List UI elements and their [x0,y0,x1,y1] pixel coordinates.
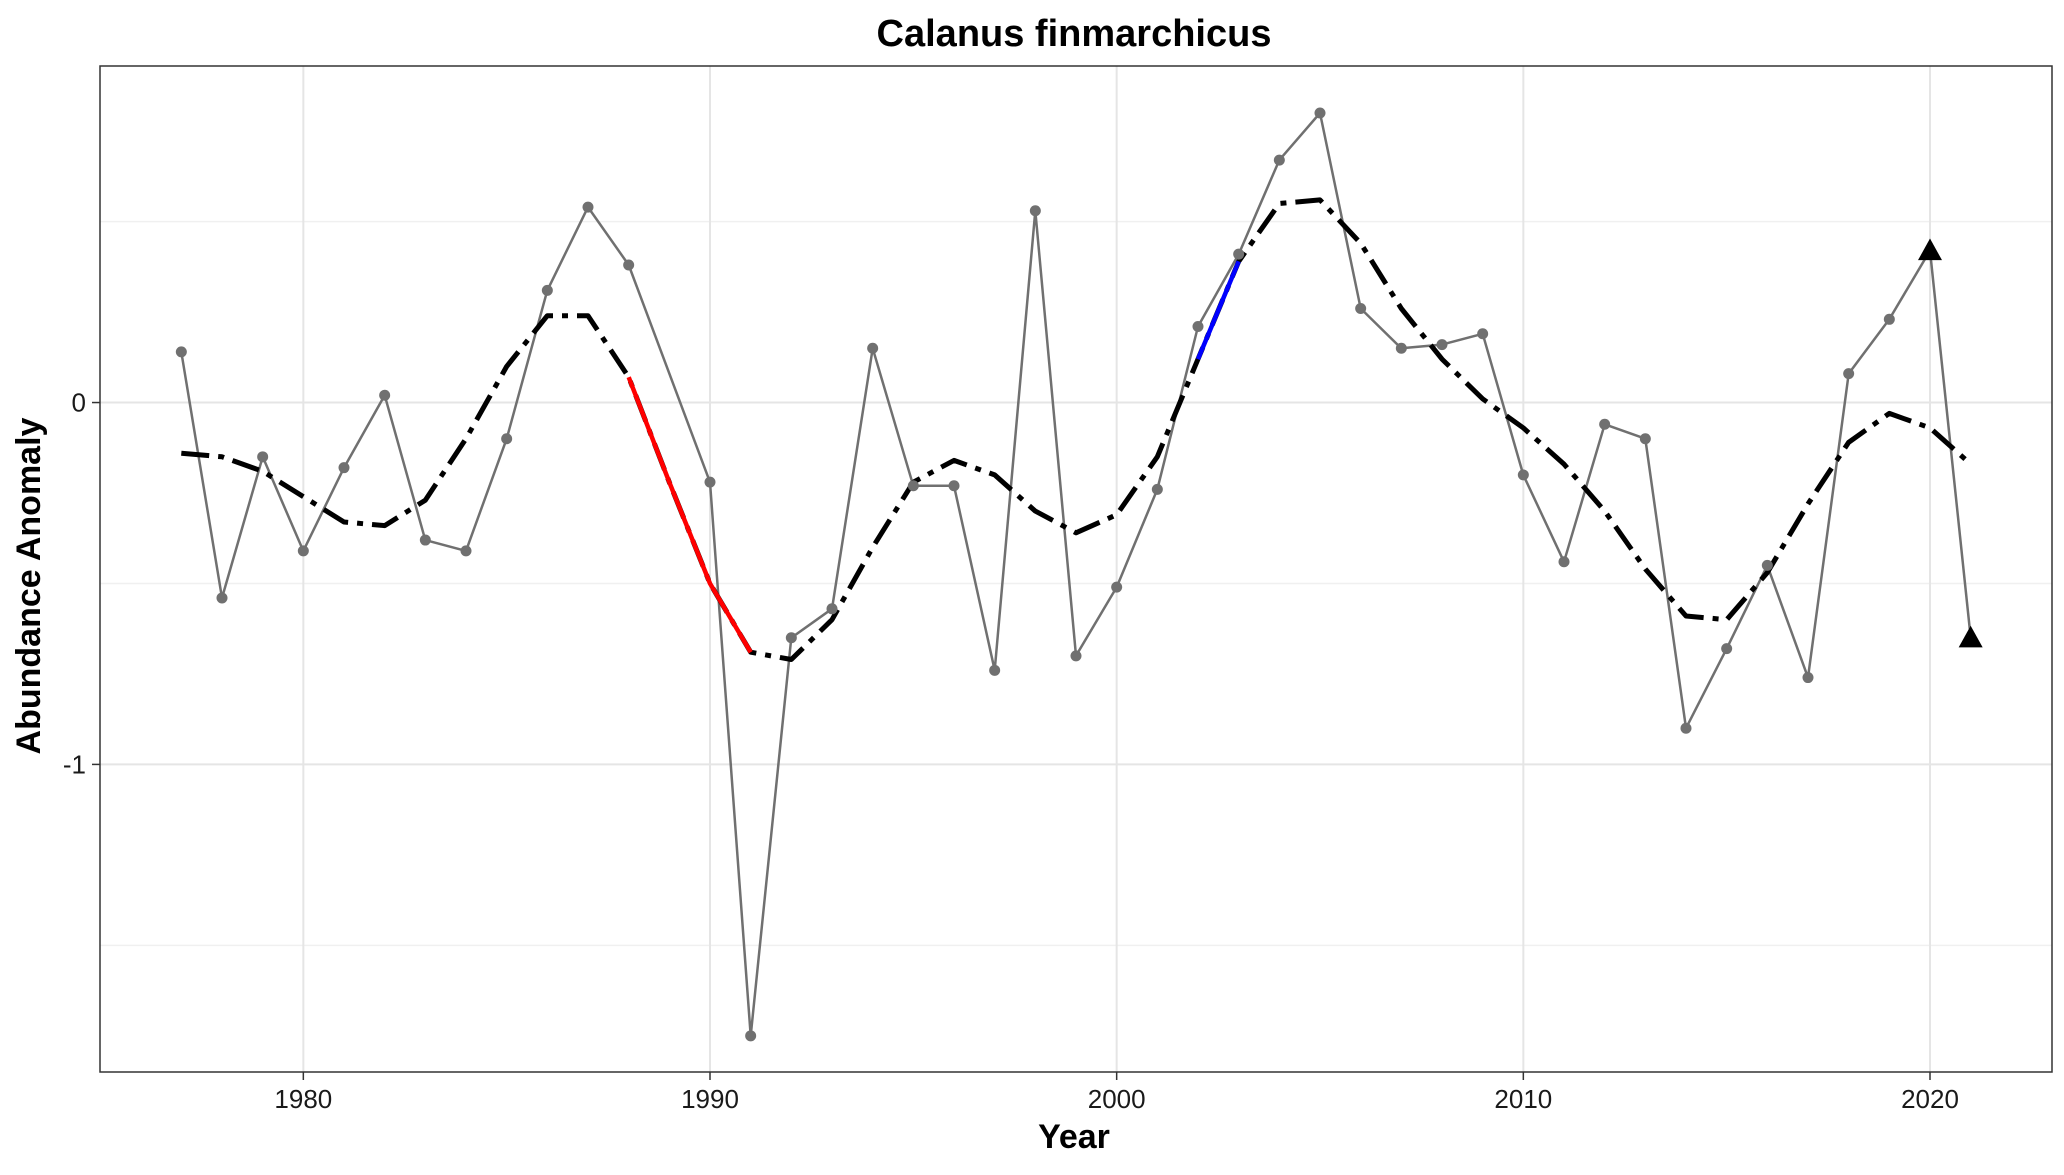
observed-point [216,592,228,604]
observed-point [1721,643,1733,655]
observed-point [582,201,594,213]
observed-point [297,545,309,557]
plot-frame [99,65,2053,1073]
observed-point [1314,107,1326,119]
y-axis-title: Abundance Anomaly [10,417,48,754]
observed-point [1599,418,1611,430]
observed-point [1355,302,1367,314]
grid-layer [100,66,2052,1072]
observed-point [1070,650,1082,662]
observed-point [419,534,431,546]
x-tick-label: 2000 [1088,1084,1146,1114]
observed-point [501,433,513,445]
x-tick-label: 1980 [274,1084,332,1114]
observed-point [1680,722,1692,734]
observed-point [867,342,879,354]
observed-point [460,545,472,557]
observed-point [257,451,269,463]
significant-increase-line [1195,260,1241,360]
observed-point [1802,672,1814,684]
y-tick-label: -1 [63,749,86,779]
observed-point [338,462,350,474]
observed-point [1436,339,1448,351]
triangle-point [1958,625,1983,648]
observed-point [1192,321,1204,333]
observed-point [1151,483,1163,495]
observed-point [1395,342,1407,354]
observed-point [1517,469,1529,481]
y-tick-label: 0 [72,388,86,418]
data-layer [175,107,1983,1042]
observed-point [907,480,919,492]
significant-decrease-line [626,376,753,654]
tick-layer: 1980 1990 2000 2010 2020 -1 0 [63,388,1959,1114]
x-tick-label: 1990 [681,1084,739,1114]
observed-point [1639,433,1651,445]
observed-point [948,480,960,492]
observed-point [785,632,797,644]
observed-point [1233,248,1245,260]
smoothed-trend-line [181,197,1973,662]
x-tick-label: 2010 [1494,1084,1552,1114]
observed-point [623,259,635,271]
observed-point [541,284,553,296]
observed-point [175,346,187,358]
observed-point [1558,556,1570,568]
observed-point [379,389,391,401]
observed-point [745,1030,757,1042]
observed-point [1883,313,1895,325]
observed-point [1273,154,1285,166]
x-axis-title: Year [1038,1118,1110,1156]
triangle-point [1918,238,1942,261]
observed-line [180,111,1932,1038]
observed-point [1029,205,1041,217]
observed-point [826,603,838,615]
chart-title: Calanus finmarchicus [877,13,1272,55]
observed-point [704,476,716,488]
x-tick-label: 2020 [1901,1084,1959,1114]
observed-point [1477,328,1489,340]
observed-point [989,664,1001,676]
observed-point [1843,368,1855,380]
observed-point [1111,581,1123,593]
observed-point [1761,559,1773,571]
